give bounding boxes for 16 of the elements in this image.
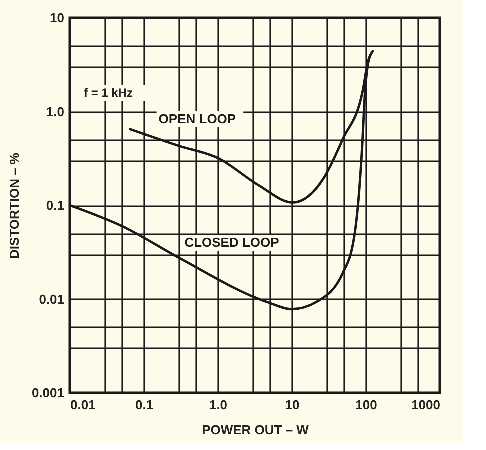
x-tick-label: 0.1 xyxy=(135,398,154,412)
x-tick-label: 1000 xyxy=(412,398,440,412)
y-axis-title: DISTORTION – % xyxy=(6,152,22,259)
y-tick-label: 1.0 xyxy=(46,104,64,120)
y-tick-label: 10 xyxy=(50,10,64,26)
series-label: CLOSED LOOP xyxy=(184,235,280,250)
x-axis-title: POWER OUT – W xyxy=(202,422,310,438)
y-tick-label: 0.1 xyxy=(46,198,64,213)
x-tick-label: 1.0 xyxy=(209,398,228,412)
x-tick-label: 100 xyxy=(356,398,378,412)
annotation: f = 1 kHz xyxy=(84,86,134,100)
y-tick-label: 0.01 xyxy=(39,292,64,307)
x-tick-label: 0.01 xyxy=(70,398,96,412)
x-tick-label: 10 xyxy=(285,398,300,412)
y-tick-label: 0.001 xyxy=(32,386,64,400)
series-label: OPEN LOOP xyxy=(158,111,236,126)
